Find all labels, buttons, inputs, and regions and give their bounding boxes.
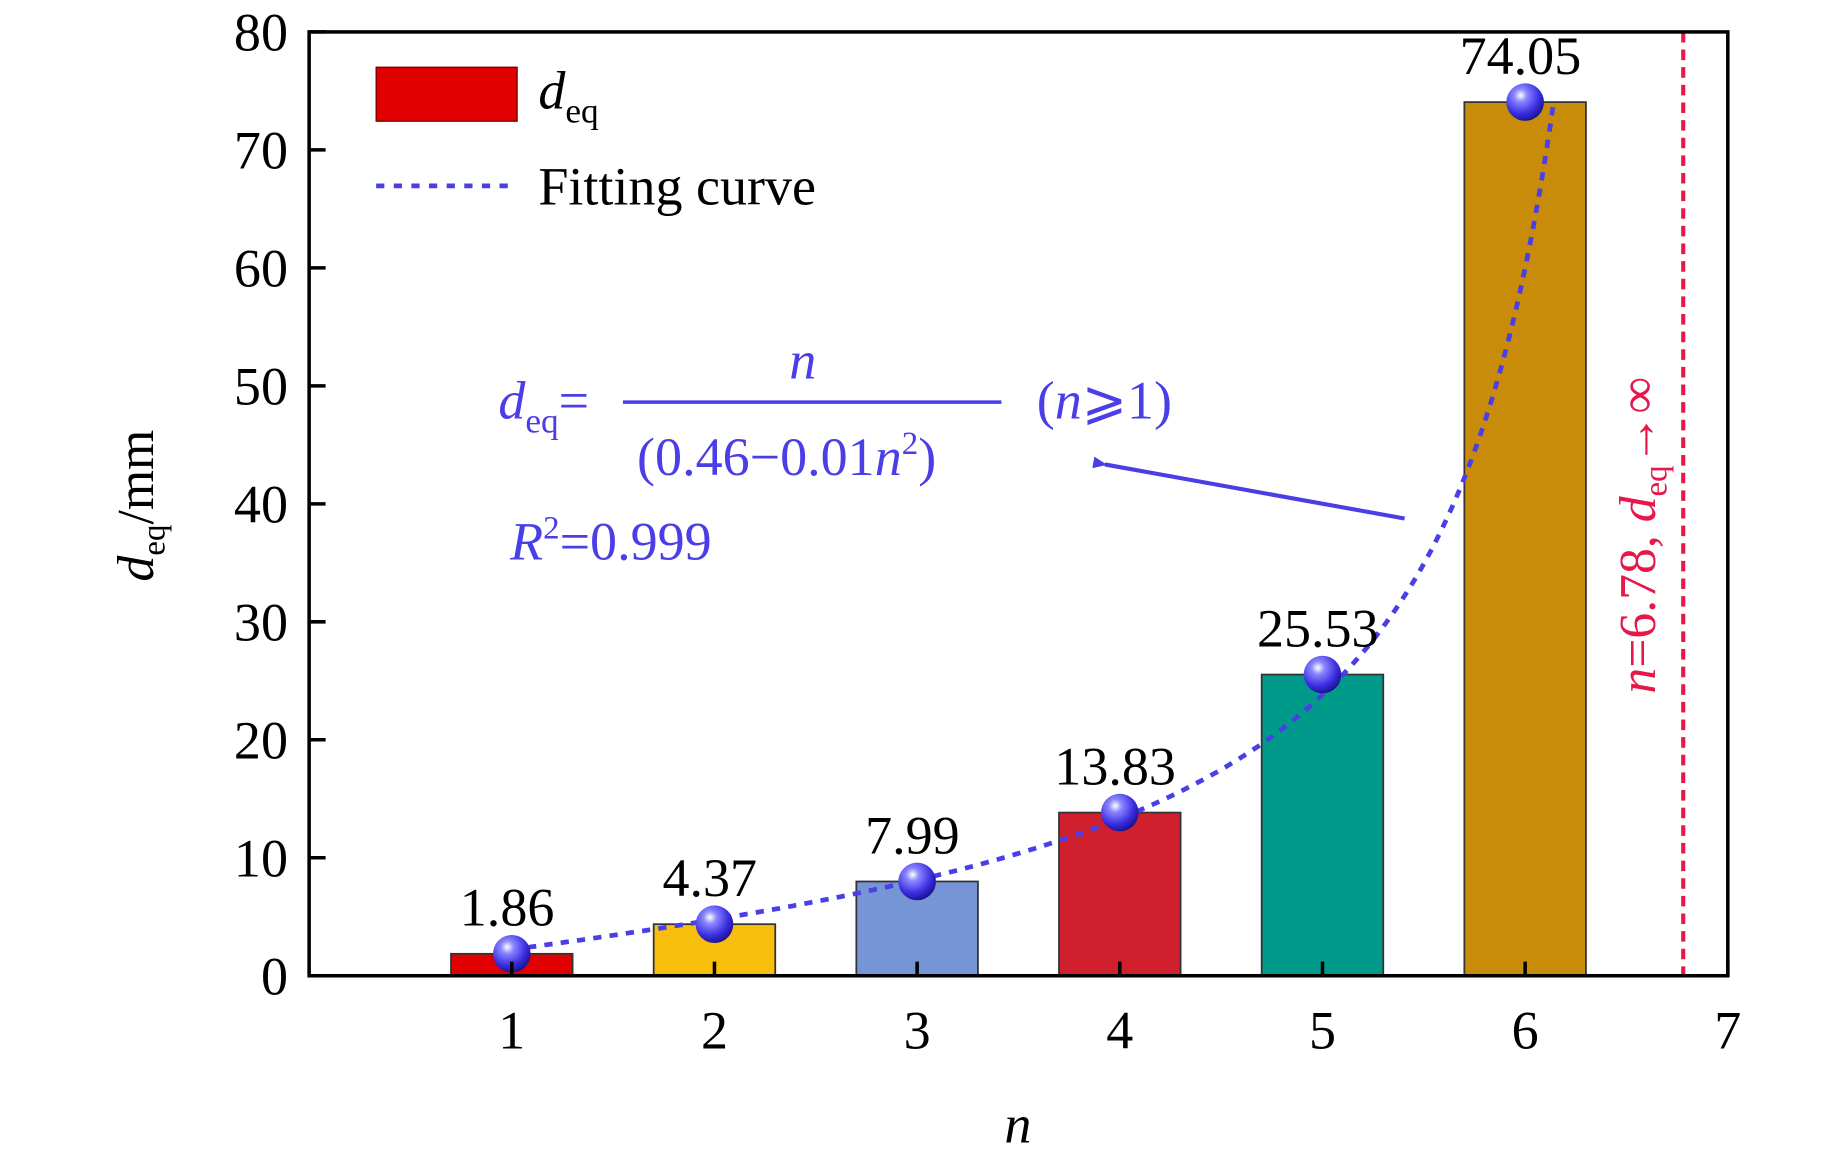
value-label-1: 1.86 bbox=[460, 878, 555, 938]
bar-5 bbox=[1260, 673, 1385, 977]
bar-6 bbox=[1463, 101, 1587, 977]
y-label-sub: eq bbox=[137, 525, 173, 556]
equation-pointer-arrow bbox=[1092, 456, 1405, 521]
legend: deq Fitting curve bbox=[375, 60, 816, 217]
y-tick-label-20: 20 bbox=[234, 711, 288, 771]
y-tick-label-60: 60 bbox=[234, 239, 288, 299]
data-point-6 bbox=[1506, 83, 1544, 121]
value-label-6: 74.05 bbox=[1460, 26, 1582, 86]
y-tick-label-30: 30 bbox=[234, 593, 288, 653]
data-point-2 bbox=[695, 905, 734, 944]
x-tick-label-1: 1 bbox=[498, 1001, 525, 1061]
data-point-5 bbox=[1303, 655, 1342, 694]
x-tick-label-2: 2 bbox=[701, 1001, 728, 1061]
value-label-5: 25.53 bbox=[1257, 598, 1379, 658]
x-tick-label-3: 3 bbox=[904, 1001, 931, 1061]
legend-swatch-bar bbox=[375, 66, 518, 122]
value-label-3: 7.99 bbox=[865, 805, 960, 865]
data-point-1 bbox=[492, 935, 531, 973]
x-tick-label-4: 4 bbox=[1106, 1001, 1133, 1061]
svg-text:R2=0.999: R2=0.999 bbox=[509, 511, 712, 572]
y-tick-label-0: 0 bbox=[261, 947, 288, 1007]
bar-4 bbox=[1058, 811, 1182, 977]
data-point-4 bbox=[1100, 793, 1139, 832]
x-axis-label: n bbox=[1004, 1095, 1031, 1155]
y-tick-label-50: 50 bbox=[234, 357, 288, 417]
x-tick-label-5: 5 bbox=[1309, 1001, 1336, 1061]
y-tick-label-10: 10 bbox=[234, 829, 288, 889]
y-label-unit: /mm bbox=[108, 430, 165, 525]
asymptote-label: n=6.78, deq→∞ bbox=[1610, 377, 1675, 694]
svg-text:n=6.78, deq→∞: n=6.78, deq→∞ bbox=[1610, 377, 1675, 694]
y-tick-label-40: 40 bbox=[234, 475, 288, 535]
y-axis-label: deq/mm bbox=[108, 430, 173, 582]
x-tick-label-6: 6 bbox=[1512, 1001, 1539, 1061]
legend-label-deq: deq bbox=[538, 60, 598, 130]
fitting-curve bbox=[511, 102, 1556, 952]
svg-text:n: n bbox=[789, 331, 816, 391]
value-label-4: 13.83 bbox=[1054, 736, 1176, 796]
svg-text:(n⩾1): (n⩾1) bbox=[1037, 371, 1172, 431]
y-tick-label-80: 80 bbox=[234, 3, 288, 63]
data-point-3 bbox=[898, 862, 936, 901]
value-label-2: 4.37 bbox=[662, 848, 757, 908]
svg-text:(0.46−0.01n2): (0.46−0.01n2) bbox=[637, 426, 936, 487]
y-tick-label-70: 70 bbox=[234, 121, 288, 181]
fit-equation: deq= n (0.46−0.01n2) (n⩾1) R2=0.999 bbox=[498, 331, 1172, 572]
x-tick-label-7: 7 bbox=[1714, 1001, 1741, 1061]
svg-text:deq=: deq= bbox=[498, 371, 589, 441]
legend-label-fitting-curve: Fitting curve bbox=[538, 157, 816, 217]
y-label-main: d bbox=[108, 555, 165, 581]
svg-text:deq/mm: deq/mm bbox=[108, 430, 173, 582]
